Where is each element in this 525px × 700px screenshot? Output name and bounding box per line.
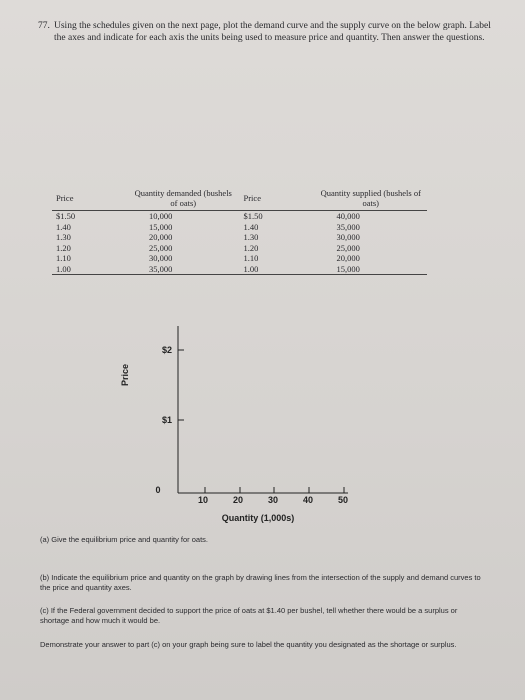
- closing: Demonstrate your answer to part (c) on y…: [40, 640, 457, 649]
- table-row: 1.30 20,000 1.30 30,000: [52, 232, 427, 243]
- question-number: 77.: [38, 21, 50, 31]
- part-text: Indicate the equilibrium price and quant…: [40, 573, 481, 592]
- x-tick-label: 40: [303, 495, 313, 505]
- table-cell: 1.40: [56, 221, 71, 232]
- table-cell: 20,000: [336, 253, 360, 263]
- table-cell: 25,000: [336, 242, 360, 253]
- x-tick-label: 30: [268, 495, 278, 505]
- table-row: 1.20 25,000 1.20 25,000: [52, 243, 427, 254]
- table-cell: 1.10: [243, 253, 259, 263]
- part-label: (a): [40, 535, 50, 544]
- column-header: Price: [239, 186, 315, 211]
- column-header: Quantity supplied (bushels of oats): [314, 186, 427, 211]
- part-b: (b) Indicate the equilibrium price and q…: [40, 573, 490, 593]
- part-c: (c) If the Federal government decided to…: [40, 606, 480, 626]
- x-tick-label: 50: [338, 495, 348, 505]
- part-a: (a) Give the equilibrium price and quant…: [40, 535, 500, 545]
- x-axis-label: Quantity (1,000s): [222, 513, 295, 523]
- x-tick-label: 10: [198, 495, 208, 505]
- table-row: $1.50 10,000 $1.50 40,000: [52, 211, 427, 222]
- table-cell: 1.30: [56, 232, 71, 242]
- part-label: (b): [40, 573, 50, 582]
- table-row: 1.00 35,000 1.00 15,000: [52, 263, 427, 275]
- table-cell: 35,000: [127, 263, 240, 275]
- table-row: 1.40 15,000 1.40 35,000: [52, 222, 427, 233]
- table-cell: 35,000: [336, 221, 360, 232]
- table-cell: 15,000: [314, 263, 427, 275]
- part-text: If the Federal government decided to sup…: [40, 606, 458, 625]
- table-cell: 15,000: [149, 221, 173, 232]
- table-cell: 1.20: [56, 242, 71, 253]
- question-text: Using the schedules given on the next pa…: [54, 21, 491, 43]
- y-axis-label: Price: [120, 364, 130, 386]
- column-header: Quantity demanded (bushels of oats): [127, 186, 240, 211]
- table-cell: 1.00: [52, 263, 127, 275]
- schedule-table: Price Quantity demanded (bushels of oats)…: [52, 186, 427, 275]
- origin-label: 0: [155, 485, 160, 495]
- table-cell: 10,000: [149, 211, 173, 221]
- table-cell: $1.50: [56, 211, 76, 221]
- table-cell: 30,000: [149, 253, 173, 263]
- y-tick-label: $1: [162, 415, 172, 425]
- table-cell: 1.20: [243, 242, 259, 253]
- part-text: Give the equilibrium price and quantity …: [51, 535, 209, 544]
- table-cell: 30,000: [336, 232, 360, 242]
- table-cell: $1.50: [243, 211, 263, 221]
- table-cell: 1.30: [243, 232, 259, 242]
- table-row: 1.10 30,000 1.10 20,000: [52, 253, 427, 264]
- table-cell: 1.10: [56, 253, 71, 263]
- table-cell: 40,000: [336, 211, 360, 221]
- part-label: (c): [40, 606, 49, 615]
- y-tick-label: $2: [162, 345, 172, 355]
- table-cell: 20,000: [149, 232, 173, 242]
- x-tick-label: 20: [233, 495, 243, 505]
- table-cell: 1.40: [243, 221, 259, 232]
- column-header: Price: [52, 186, 127, 211]
- table-cell: 25,000: [149, 242, 173, 253]
- table-cell: 1.00: [239, 263, 315, 275]
